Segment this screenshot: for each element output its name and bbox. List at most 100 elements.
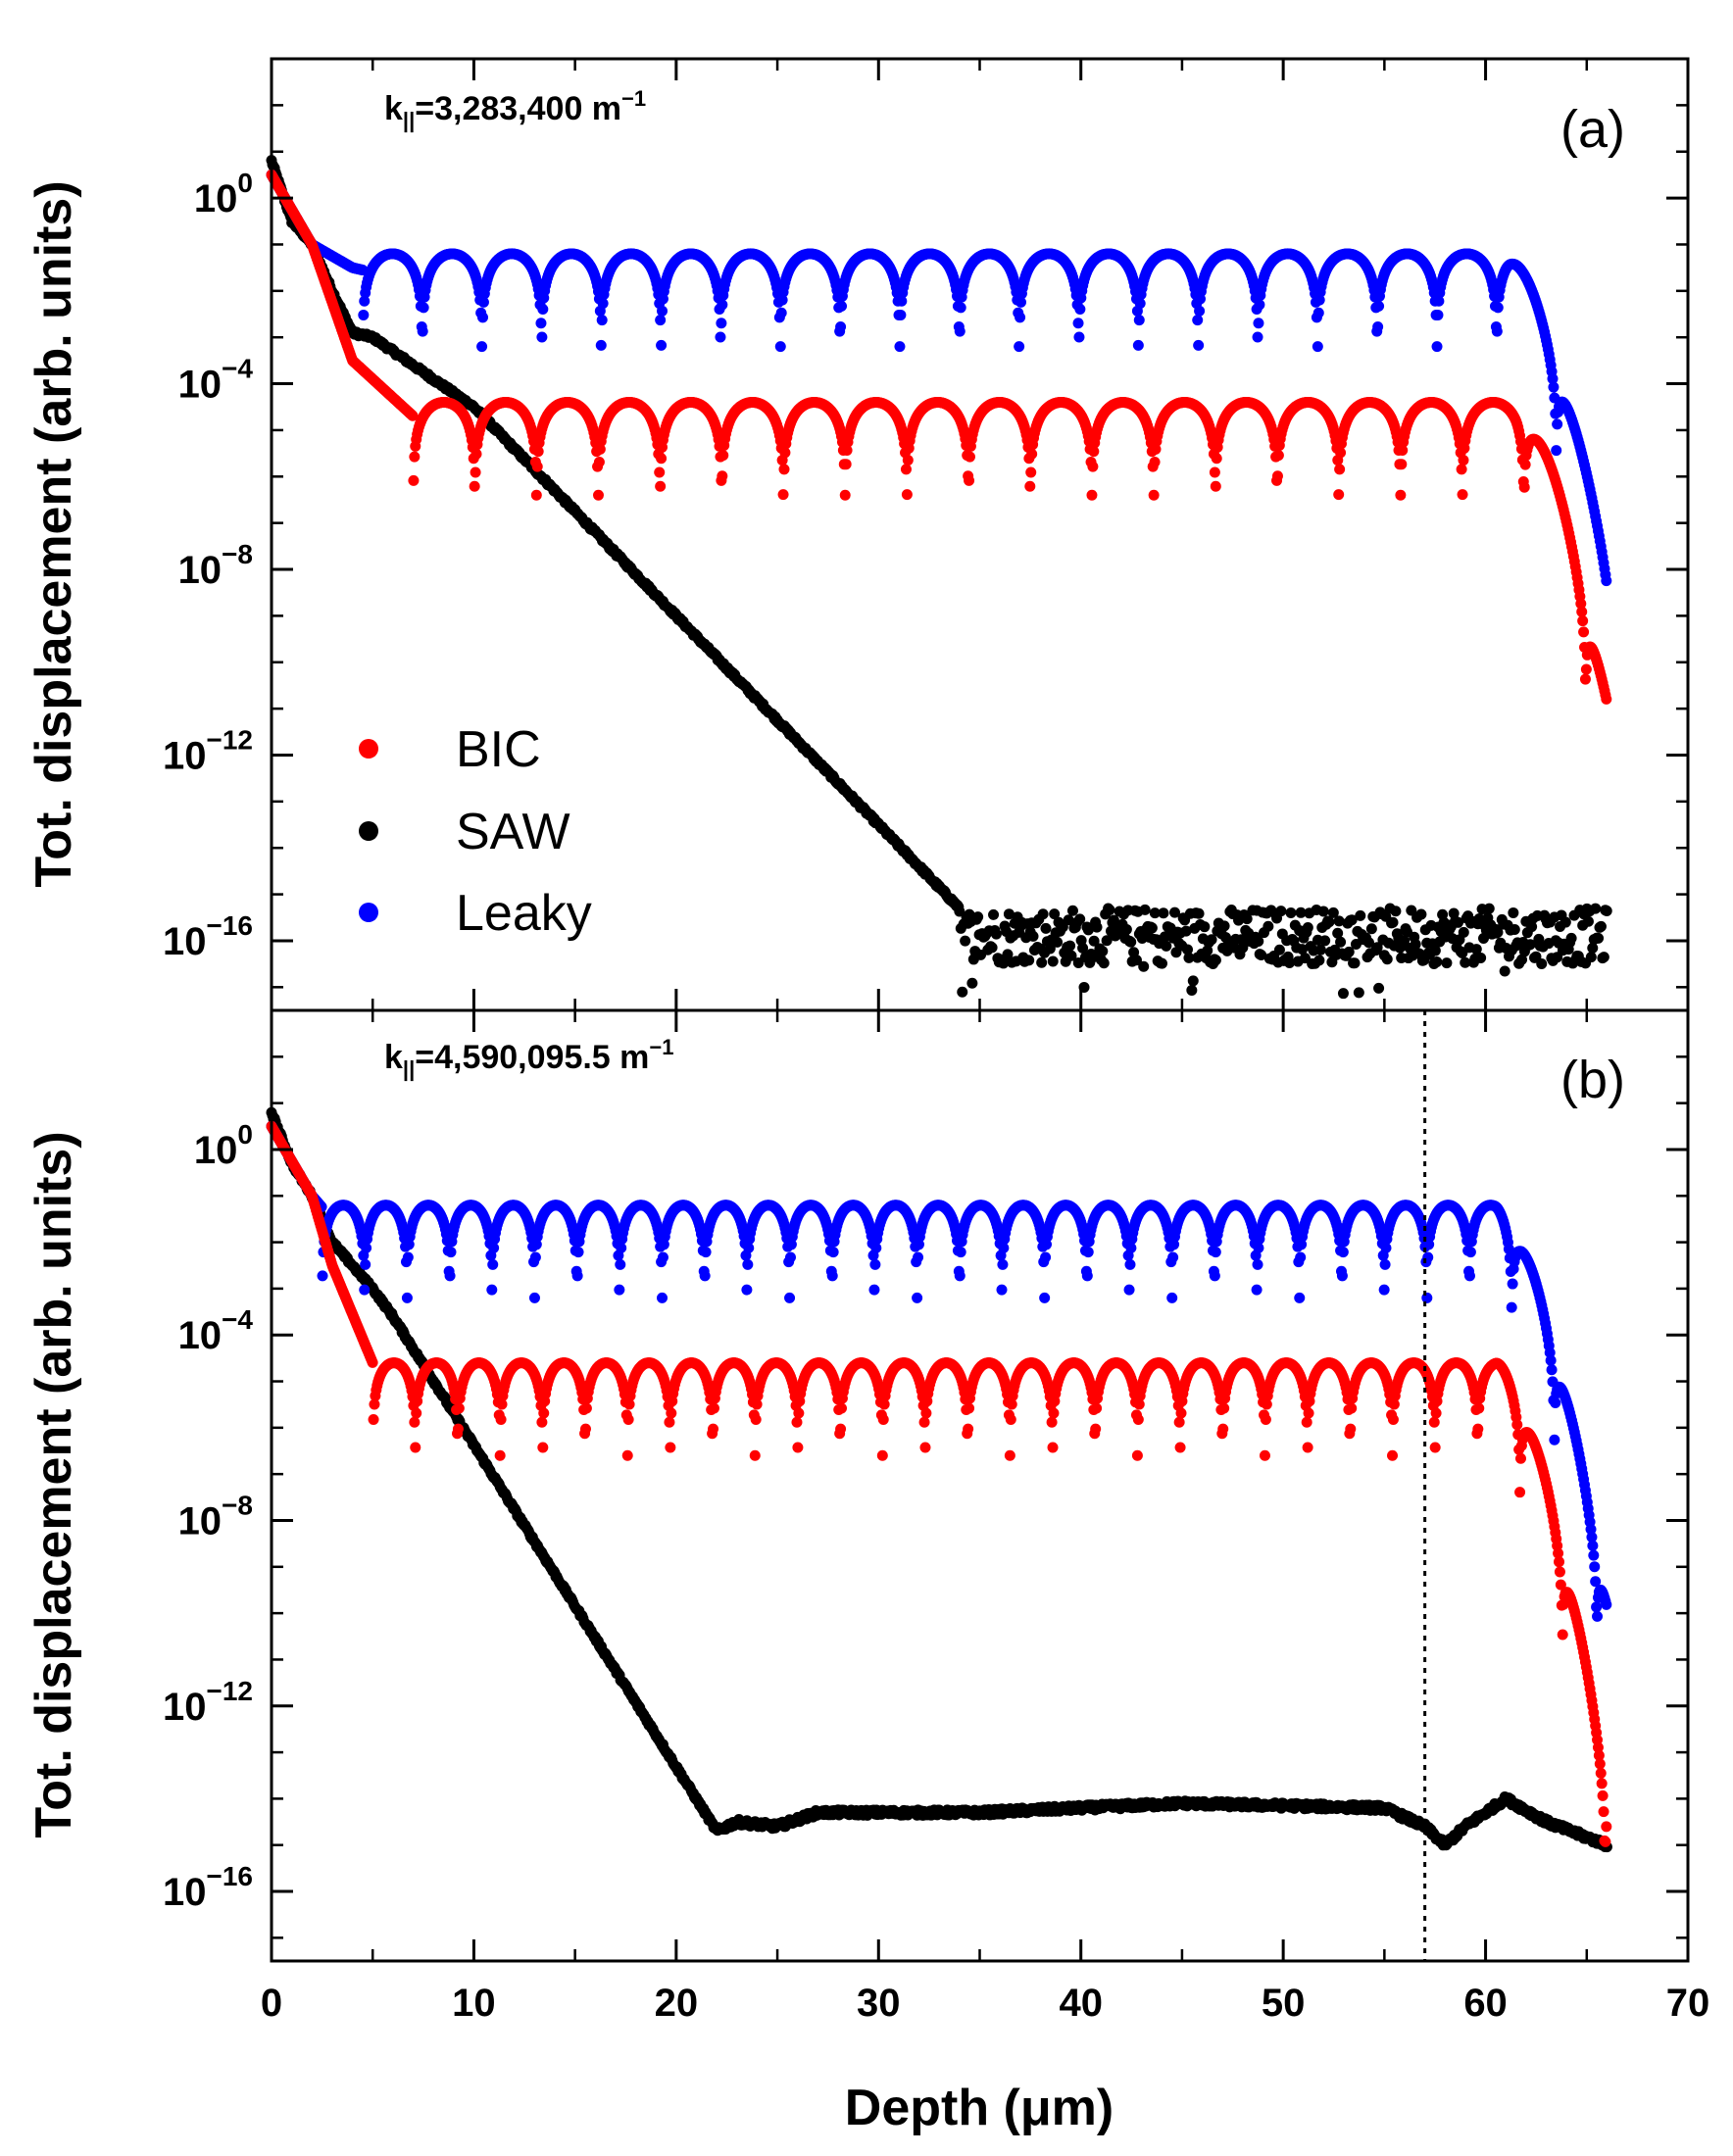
saw-point	[1470, 944, 1482, 956]
saw-point	[1002, 949, 1014, 960]
panel-a-label: (a)	[1560, 100, 1625, 159]
leaky-point	[535, 318, 547, 329]
saw-point	[1337, 988, 1349, 1000]
saw-point	[1565, 932, 1577, 944]
bic-point	[1456, 464, 1467, 475]
saw-point	[1285, 906, 1297, 918]
bic-point	[1577, 615, 1589, 627]
bic-point	[1210, 480, 1221, 492]
leaky-point	[1254, 299, 1265, 311]
saw-point	[1373, 982, 1385, 994]
saw-point	[1082, 924, 1094, 936]
bic-point	[470, 448, 482, 460]
legend-label-bic: BIC	[456, 721, 541, 778]
saw-point	[1180, 925, 1192, 937]
leaky-point	[775, 307, 787, 318]
saw-point	[1168, 906, 1180, 918]
saw-point	[1187, 975, 1199, 987]
saw-point	[1139, 904, 1151, 915]
saw-point	[1199, 921, 1211, 933]
bic-point	[1026, 448, 1038, 460]
saw-point	[1415, 908, 1427, 920]
leaky-point	[1432, 309, 1444, 320]
bic-point	[964, 474, 975, 486]
y-tick-label: 10−12	[163, 724, 253, 777]
saw-point	[990, 928, 1002, 940]
saw-point	[1332, 927, 1344, 939]
saw-point	[1074, 913, 1086, 925]
leaky-point	[1015, 312, 1026, 323]
panel-a-frame	[270, 57, 1690, 1012]
saw-point	[1327, 906, 1339, 918]
y-tick-label: 10−16	[163, 910, 253, 963]
leaky-point	[955, 302, 966, 314]
bic-point	[469, 480, 480, 492]
saw-point	[1263, 920, 1274, 932]
leaky-point	[1133, 315, 1145, 326]
bic-point	[1271, 470, 1283, 482]
saw-point	[1473, 912, 1485, 924]
bic-point	[777, 489, 789, 501]
saw-point	[1077, 942, 1089, 954]
leaky-point	[537, 304, 549, 316]
leaky-point	[595, 339, 607, 351]
saw-point	[1049, 908, 1061, 920]
leaky-point	[895, 309, 907, 320]
leaky-point	[596, 315, 608, 326]
leaky-point	[1132, 339, 1144, 351]
leaky-point	[1252, 331, 1263, 343]
saw-point	[1036, 956, 1048, 968]
saw-point	[1275, 906, 1287, 917]
leaky-point	[717, 299, 728, 311]
bic-point	[901, 489, 913, 501]
saw-point	[1595, 920, 1607, 932]
bic-point	[1024, 480, 1036, 492]
saw-point	[1387, 916, 1399, 928]
leaky-point	[1014, 341, 1025, 353]
bic-point	[592, 489, 604, 501]
bic-point	[902, 455, 914, 466]
saw-point	[1065, 940, 1076, 952]
leaky-point	[1312, 341, 1323, 353]
leaky-point	[536, 331, 548, 343]
saw-point	[1560, 916, 1571, 928]
saw-point	[1098, 957, 1110, 969]
saw-point	[1023, 955, 1035, 966]
bic-point	[654, 466, 666, 478]
y-tick-label: 100	[194, 168, 253, 220]
bic-point	[1333, 489, 1345, 501]
bic-point	[1601, 693, 1612, 705]
saw-point	[1492, 926, 1504, 938]
saw-point	[1508, 906, 1519, 918]
bic-point	[1087, 461, 1099, 472]
bic-point	[531, 461, 543, 472]
saw-point	[1526, 921, 1538, 933]
legend: BIC SAW Leaky	[359, 721, 592, 942]
leaky-point	[774, 341, 786, 353]
saw-point	[1598, 952, 1609, 963]
bic-point	[1086, 489, 1098, 501]
saw-point	[1037, 908, 1049, 920]
leaky-point	[657, 305, 668, 317]
saw-point	[1475, 952, 1487, 963]
panel-a-ticks	[270, 59, 1690, 1010]
bic-point	[964, 451, 975, 463]
leaky-point	[835, 321, 847, 333]
saw-point	[1365, 923, 1377, 935]
leaky-point	[1548, 381, 1560, 393]
bic-point	[409, 451, 421, 463]
saw-point	[1349, 957, 1361, 969]
saw-point	[1601, 905, 1612, 916]
bic-point	[1334, 464, 1346, 475]
saw-point	[1333, 915, 1345, 927]
saw-point	[1429, 945, 1441, 956]
legend-marker-leaky	[359, 903, 378, 922]
saw-point	[1585, 952, 1597, 963]
legend-label-saw: SAW	[456, 804, 570, 860]
bic-point	[1149, 457, 1161, 468]
saw-point	[1273, 944, 1285, 956]
leaky-point	[1193, 339, 1205, 351]
saw-point	[1317, 906, 1329, 917]
leaky-point	[358, 309, 370, 320]
leaky-point	[1194, 305, 1206, 317]
